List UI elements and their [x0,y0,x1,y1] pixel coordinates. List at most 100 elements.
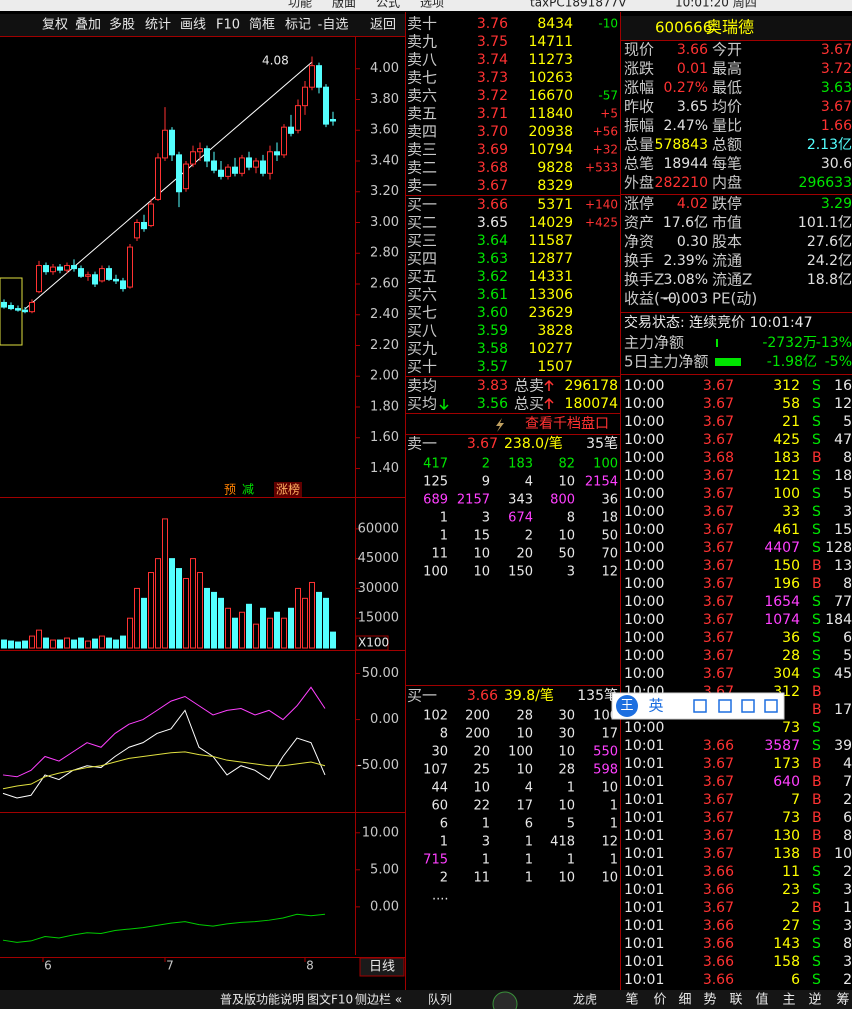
toolbar-button[interactable]: 统计 [145,18,171,33]
period-label[interactable]: 日线 [369,960,395,975]
candle-body [225,166,231,177]
toolbar-button[interactable]: 叠加 [75,18,101,33]
tick-volume: 11 [782,864,800,880]
tick-volume: 7 [791,792,800,808]
candle-body [211,160,217,171]
quote-value: 3.66 [677,42,708,58]
candle-body [71,265,77,270]
toolbar-button[interactable]: -自选 [318,18,349,33]
side-tab[interactable]: 细 [678,993,691,1008]
tick-price: 3.66 [703,864,734,880]
tick-count: 18 [834,468,852,484]
side-tab[interactable]: 主 [782,993,795,1008]
toolbar-button[interactable]: 多股 [109,17,135,33]
side-tab[interactable]: 筹 [836,992,849,1008]
book-label: 买七 [407,304,437,322]
tick-count: 3 [843,918,852,934]
queue-cell: 2 [525,529,533,544]
queue-cell: 15 [473,529,490,544]
bottom-bar [0,990,852,1009]
queue-cell: 11 [473,871,490,886]
quote-value: 30.6 [821,156,852,172]
toolbar [0,14,405,36]
volume-bar [22,640,28,649]
queue-more: .... [432,889,449,904]
queue-cell: 2157 [457,493,490,508]
toolbar-button[interactable]: 返回 [370,18,396,33]
tick-volume: 73 [782,810,800,826]
queue-cell: 5 [567,817,575,832]
menu-item: 公式 [376,0,400,10]
tick-flag: B [812,900,822,916]
bottom-link[interactable]: 普及版功能说明 [220,992,304,1007]
tick-flag: S [812,594,821,610]
tick-price: 3.67 [703,432,734,448]
bottom-tab[interactable]: 队列 [428,992,452,1007]
toolbar-button[interactable]: 标记 [285,18,311,33]
queue-cell: 200 [465,727,490,742]
candle-body [260,160,266,174]
queue-cell: 343 [508,493,533,508]
book-price: 3.64 [477,233,508,249]
queue-cell: 1 [610,799,618,814]
queue-label: 卖一 [407,435,437,453]
arrow-icon [439,399,449,411]
side-tab[interactable]: 价 [653,993,666,1008]
book-price: 3.74 [477,52,508,68]
queue-cell: 60 [431,799,448,814]
tick-flag: B [812,684,822,700]
tick-volume: 1074 [764,612,800,628]
bottom-link[interactable]: 侧边栏 « [355,992,402,1007]
toolbar-button[interactable]: 复权 [42,17,68,33]
quote-value: 296633 [799,175,852,191]
y-tick-label: 60000 [358,521,399,536]
tick-time: 10:01 [624,918,664,934]
side-tab[interactable]: 势 [703,992,716,1008]
volume-bar [246,603,252,649]
tick-count: 15 [834,522,852,538]
toolbar-button[interactable]: 简框 [249,17,275,33]
book-label: 卖一 [407,177,437,195]
volume-bar [141,597,147,649]
queue-cell: 28 [558,763,575,778]
toolbar-button[interactable]: 画线 [180,18,206,33]
book-label: 买六 [407,286,437,304]
book-volume: 11273 [528,52,573,68]
side-tab[interactable]: 逆 [808,992,821,1008]
queue-cell: 3 [567,565,575,580]
quote-value: 1.66 [821,118,852,134]
bottom-tab[interactable]: 龙虎 [573,993,597,1007]
tick-price: 3.68 [703,450,734,466]
tick-flag: S [812,882,821,898]
y-tick-label: 3.80 [370,92,399,107]
ime-mode[interactable]: 英 [648,697,663,715]
queue-label: 买一 [407,687,437,705]
side-tab[interactable]: 联 [729,993,742,1008]
indicator-line [2,913,326,943]
tick-count: 17 [834,702,852,718]
tick-price: 3.67 [703,468,734,484]
queue-cell: 30 [431,745,448,760]
tick-flag: S [812,972,821,988]
toolbar-button[interactable]: F10 [216,18,240,33]
ime-icon [718,699,732,713]
side-tab[interactable]: 值 [755,992,768,1008]
tick-price: 3.67 [703,774,734,790]
tick-time: 10:01 [624,900,664,916]
tick-count: 2 [843,792,852,808]
queue-cell: 150 [508,565,533,580]
bottom-link[interactable]: 图文F10 [307,992,353,1007]
side-tab[interactable]: 笔 [625,992,638,1008]
quote-label: 流通 [712,252,742,270]
candle-body [267,151,273,174]
tick-price: 3.66 [703,954,734,970]
book-change: +140 [585,198,618,212]
depth-button[interactable]: 查看千档盘口 [525,415,609,432]
ime-icon [693,699,707,713]
tick-flag: B [812,846,822,862]
tick-volume: 143 [773,936,800,952]
quote-label: 最低 [712,79,742,97]
tick-price: 3.67 [703,630,734,646]
tick-volume: 23 [782,882,800,898]
volume-bar [134,587,140,649]
